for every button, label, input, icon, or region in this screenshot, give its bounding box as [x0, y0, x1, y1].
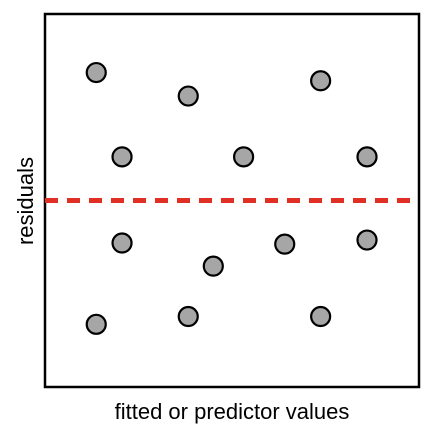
data-point: [311, 71, 330, 90]
data-point: [113, 147, 132, 166]
data-point: [179, 87, 198, 106]
data-point: [87, 63, 106, 82]
data-point: [87, 315, 106, 334]
data-point: [311, 307, 330, 326]
data-point: [204, 257, 223, 276]
x-axis-label: fitted or predictor values: [115, 399, 350, 424]
data-point: [234, 147, 253, 166]
data-point: [275, 235, 294, 254]
data-point: [113, 234, 132, 253]
data-point: [358, 231, 377, 250]
data-point: [179, 307, 198, 326]
y-axis-label: residuals: [13, 157, 38, 245]
data-point: [358, 147, 377, 166]
